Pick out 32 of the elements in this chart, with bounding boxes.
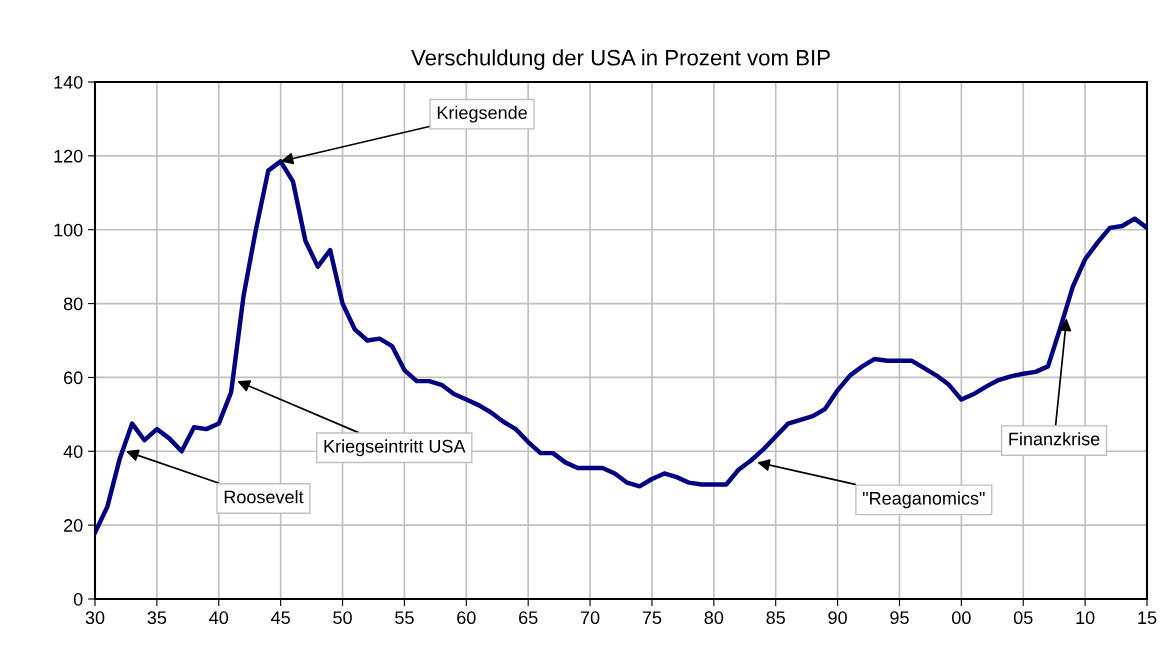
- x-tick-label: 10: [1076, 611, 1095, 625]
- x-tick-label: 60: [457, 611, 476, 625]
- annotation: Finanzkrise: [1009, 432, 1100, 446]
- annotation: "Reaganomics": [862, 491, 985, 509]
- annotation: Kriegseintritt USA: [324, 439, 466, 457]
- x-tick-label: 55: [395, 611, 414, 625]
- y-tick-label: 100: [54, 223, 83, 237]
- x-tick-label: 80: [704, 611, 724, 625]
- y-tick-label: 0: [73, 592, 83, 606]
- x-tick-label: 75: [642, 611, 662, 625]
- x-tick-label: 70: [580, 611, 600, 625]
- x-tick-label: 30: [85, 611, 105, 625]
- x-tick-label: 00: [952, 611, 971, 625]
- y-tick-label: 120: [54, 149, 83, 163]
- y-tick-label: 80: [63, 297, 83, 311]
- y-tick-label: 40: [63, 445, 83, 459]
- x-tick-label: 50: [333, 611, 352, 625]
- x-tick-label: 85: [766, 611, 785, 625]
- x-tick-label: 90: [828, 611, 847, 625]
- x-tick-label: 15: [1138, 611, 1157, 625]
- x-tick-label: 05: [1013, 611, 1033, 625]
- y-tick-label: 140: [54, 75, 83, 89]
- chart-title: Verschuldung der USA in Prozent vom BIP: [411, 49, 830, 70]
- annotation: Kriegsende: [437, 105, 527, 123]
- x-tick-label: 40: [209, 611, 229, 625]
- x-tick-label: 65: [519, 611, 538, 625]
- annotation: Roosevelt: [224, 490, 304, 504]
- x-tick-label: 95: [890, 611, 909, 625]
- y-tick-label: 20: [64, 519, 83, 532]
- y-tick-label: 60: [64, 371, 83, 385]
- x-tick-label: 45: [271, 611, 290, 625]
- x-tick-label: 35: [147, 611, 167, 625]
